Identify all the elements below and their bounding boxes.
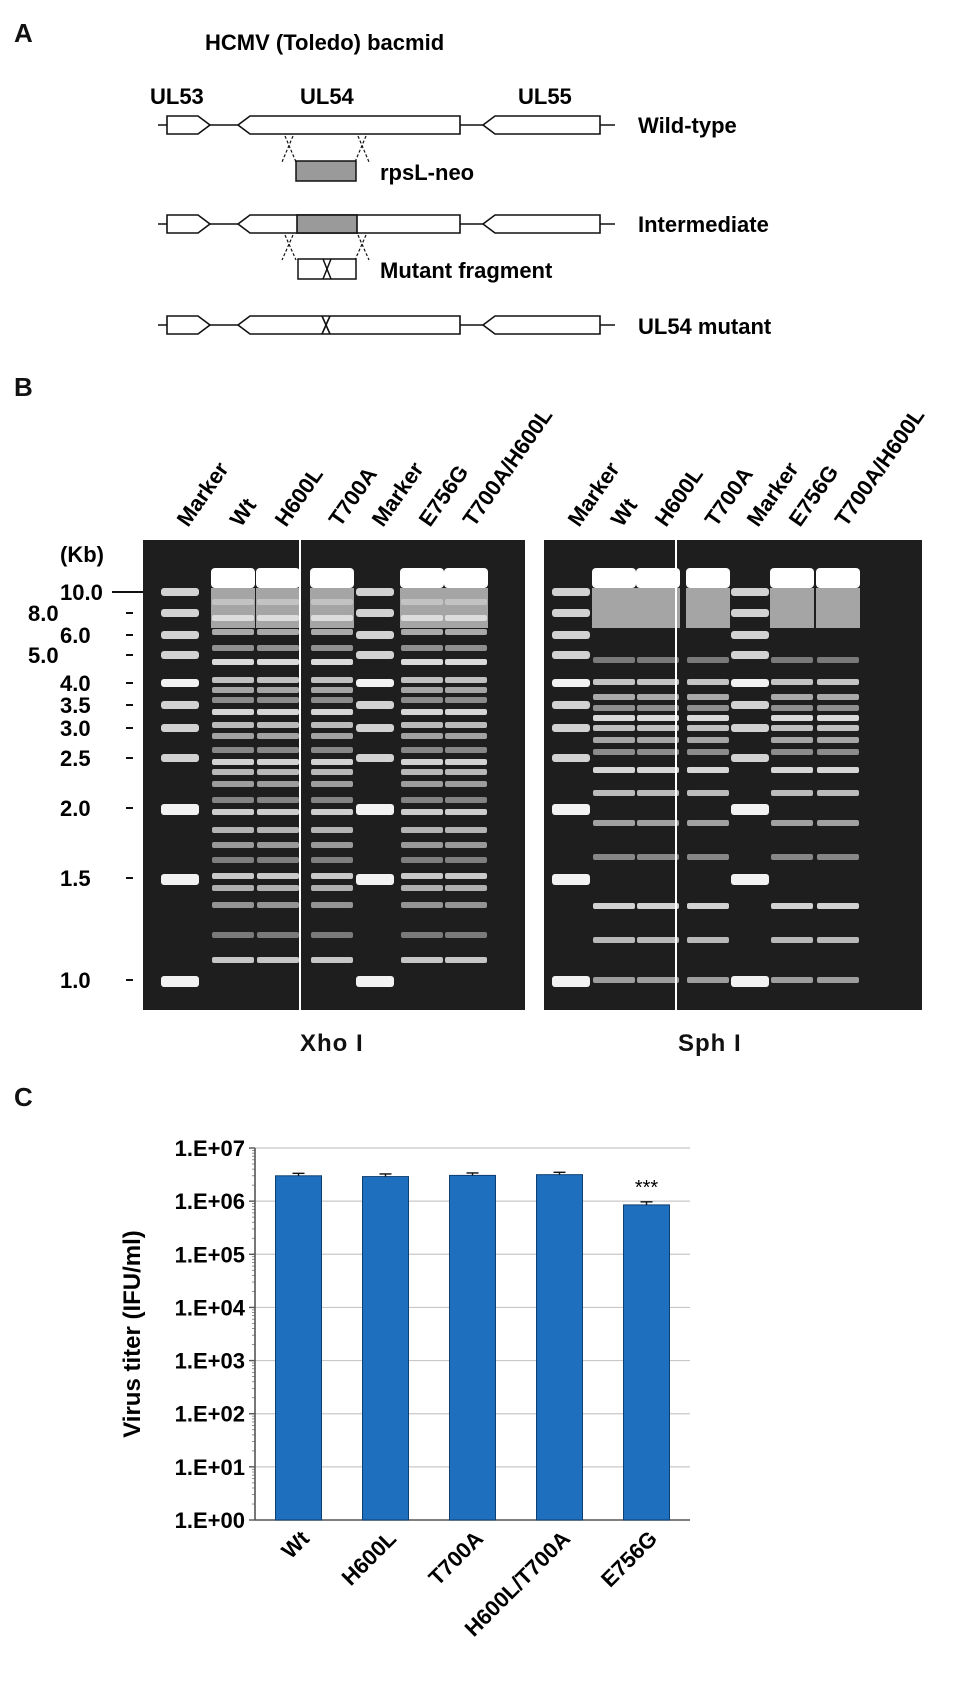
y-tick-label: 1.E+06 bbox=[175, 1189, 245, 1214]
bar bbox=[275, 1175, 322, 1521]
gel-image-xho bbox=[143, 540, 525, 1010]
panel-b-gels: (Kb) 10.08.06.05.04.03.53.0 2.5 2.0 1.5 1.0 Ma… bbox=[28, 403, 930, 1010]
gel-lane bbox=[400, 568, 444, 963]
gel-lane bbox=[636, 568, 680, 983]
lane-label: H600L bbox=[650, 462, 708, 530]
wild-type-label: Wild-type bbox=[638, 113, 737, 138]
gel-lane bbox=[161, 588, 199, 987]
gel-lane bbox=[816, 568, 860, 983]
size-marker-label: 6.0 bbox=[60, 623, 91, 648]
x-tick-label: E756G bbox=[596, 1526, 662, 1592]
rpsl-neo-cassette bbox=[295, 160, 357, 182]
significance-annotation: *** bbox=[635, 1177, 659, 1199]
lane-label: T700A/H600L bbox=[458, 403, 558, 531]
gel-lane bbox=[770, 568, 814, 983]
wild-type-genome bbox=[158, 115, 615, 135]
size-marker-label: 2.0 bbox=[60, 796, 91, 821]
gel-image-sph bbox=[544, 540, 922, 1010]
gel-caption-sph: Sph I bbox=[678, 1030, 742, 1057]
intermediate-genome bbox=[158, 214, 615, 234]
gel-lane bbox=[256, 568, 300, 963]
bacmid-title: HCMV (Toledo) bacmid bbox=[205, 30, 444, 55]
gel-lane bbox=[211, 568, 255, 963]
gene-label-ul54: UL54 bbox=[300, 84, 355, 109]
bar bbox=[449, 1174, 496, 1521]
ul54-mutant-genome bbox=[158, 315, 615, 335]
panel-b-letter: B bbox=[14, 372, 33, 402]
gel-lane bbox=[686, 568, 730, 983]
gel-lane bbox=[356, 588, 394, 987]
recombination-arms-1 bbox=[281, 135, 370, 163]
recombination-arms-2 bbox=[281, 234, 370, 261]
gel-lane bbox=[444, 568, 488, 963]
y-tick-label: 1.E+05 bbox=[175, 1242, 245, 1267]
x-tick-label: Wt bbox=[276, 1525, 314, 1563]
y-tick-label: 1.E+04 bbox=[175, 1295, 246, 1320]
bar bbox=[536, 1174, 583, 1521]
panel-c-letter: C bbox=[14, 1082, 33, 1112]
size-marker-label: 5.0 bbox=[28, 643, 59, 668]
gel-caption-xho: Xho I bbox=[300, 1030, 364, 1057]
lane-label: Wt bbox=[225, 493, 262, 531]
lane-label: H600L bbox=[270, 462, 328, 530]
intermediate-label: Intermediate bbox=[638, 212, 769, 237]
kb-unit-label: (Kb) bbox=[60, 542, 104, 567]
gene-label-ul53: UL53 bbox=[150, 84, 204, 109]
x-tick-label: H600L bbox=[337, 1526, 401, 1590]
lane-label: Marker bbox=[172, 457, 234, 531]
size-marker-label: 2.5 bbox=[60, 746, 91, 771]
y-tick-label: 1.E+02 bbox=[175, 1402, 245, 1427]
size-marker-label: 10.0 bbox=[60, 580, 103, 605]
gel-lane bbox=[552, 588, 590, 987]
mutant-fragment-box bbox=[297, 258, 357, 280]
x-tick-label: T700A bbox=[424, 1526, 488, 1590]
size-marker-label: 8.0 bbox=[28, 601, 59, 626]
y-tick-label: 1.E+07 bbox=[175, 1136, 245, 1161]
panel-a-letter: A bbox=[14, 18, 33, 48]
lane-label: T700A/H600L bbox=[830, 403, 930, 531]
size-marker-label: 1.0 bbox=[60, 968, 91, 993]
gene-label-ul55: UL55 bbox=[518, 84, 572, 109]
mutant-fragment-label: Mutant fragment bbox=[380, 258, 553, 283]
size-marker-label: 1.5 bbox=[60, 866, 91, 891]
panel-c-bar-chart: 1.E+00 1.E+01 1.E+02 1.E+03 1.E+04 1.E+05 1.E+… bbox=[119, 1136, 690, 1641]
gel-lane bbox=[592, 568, 636, 983]
rpsl-neo-label: rpsL-neo bbox=[380, 160, 474, 185]
y-tick-label: 1.E+00 bbox=[175, 1508, 245, 1533]
size-marker-label: 3.0 bbox=[60, 716, 91, 741]
size-marker-label: 4.0 bbox=[60, 671, 91, 696]
gel-lane bbox=[310, 568, 354, 963]
lane-label: Wt bbox=[606, 493, 643, 531]
y-tick-label: 1.E+01 bbox=[175, 1455, 245, 1480]
y-axis-label: Virus titer (IFU/ml) bbox=[119, 1230, 146, 1438]
bar bbox=[362, 1176, 409, 1521]
bar bbox=[623, 1204, 670, 1521]
y-tick-label: 1.E+03 bbox=[175, 1349, 245, 1374]
size-marker-label: 3.5 bbox=[60, 693, 91, 718]
ul54-mutant-label: UL54 mutant bbox=[638, 314, 772, 339]
panel-a-diagram: HCMV (Toledo) bacmid UL53 UL54 UL55 Wild… bbox=[150, 30, 772, 339]
gel-lane bbox=[731, 588, 769, 987]
